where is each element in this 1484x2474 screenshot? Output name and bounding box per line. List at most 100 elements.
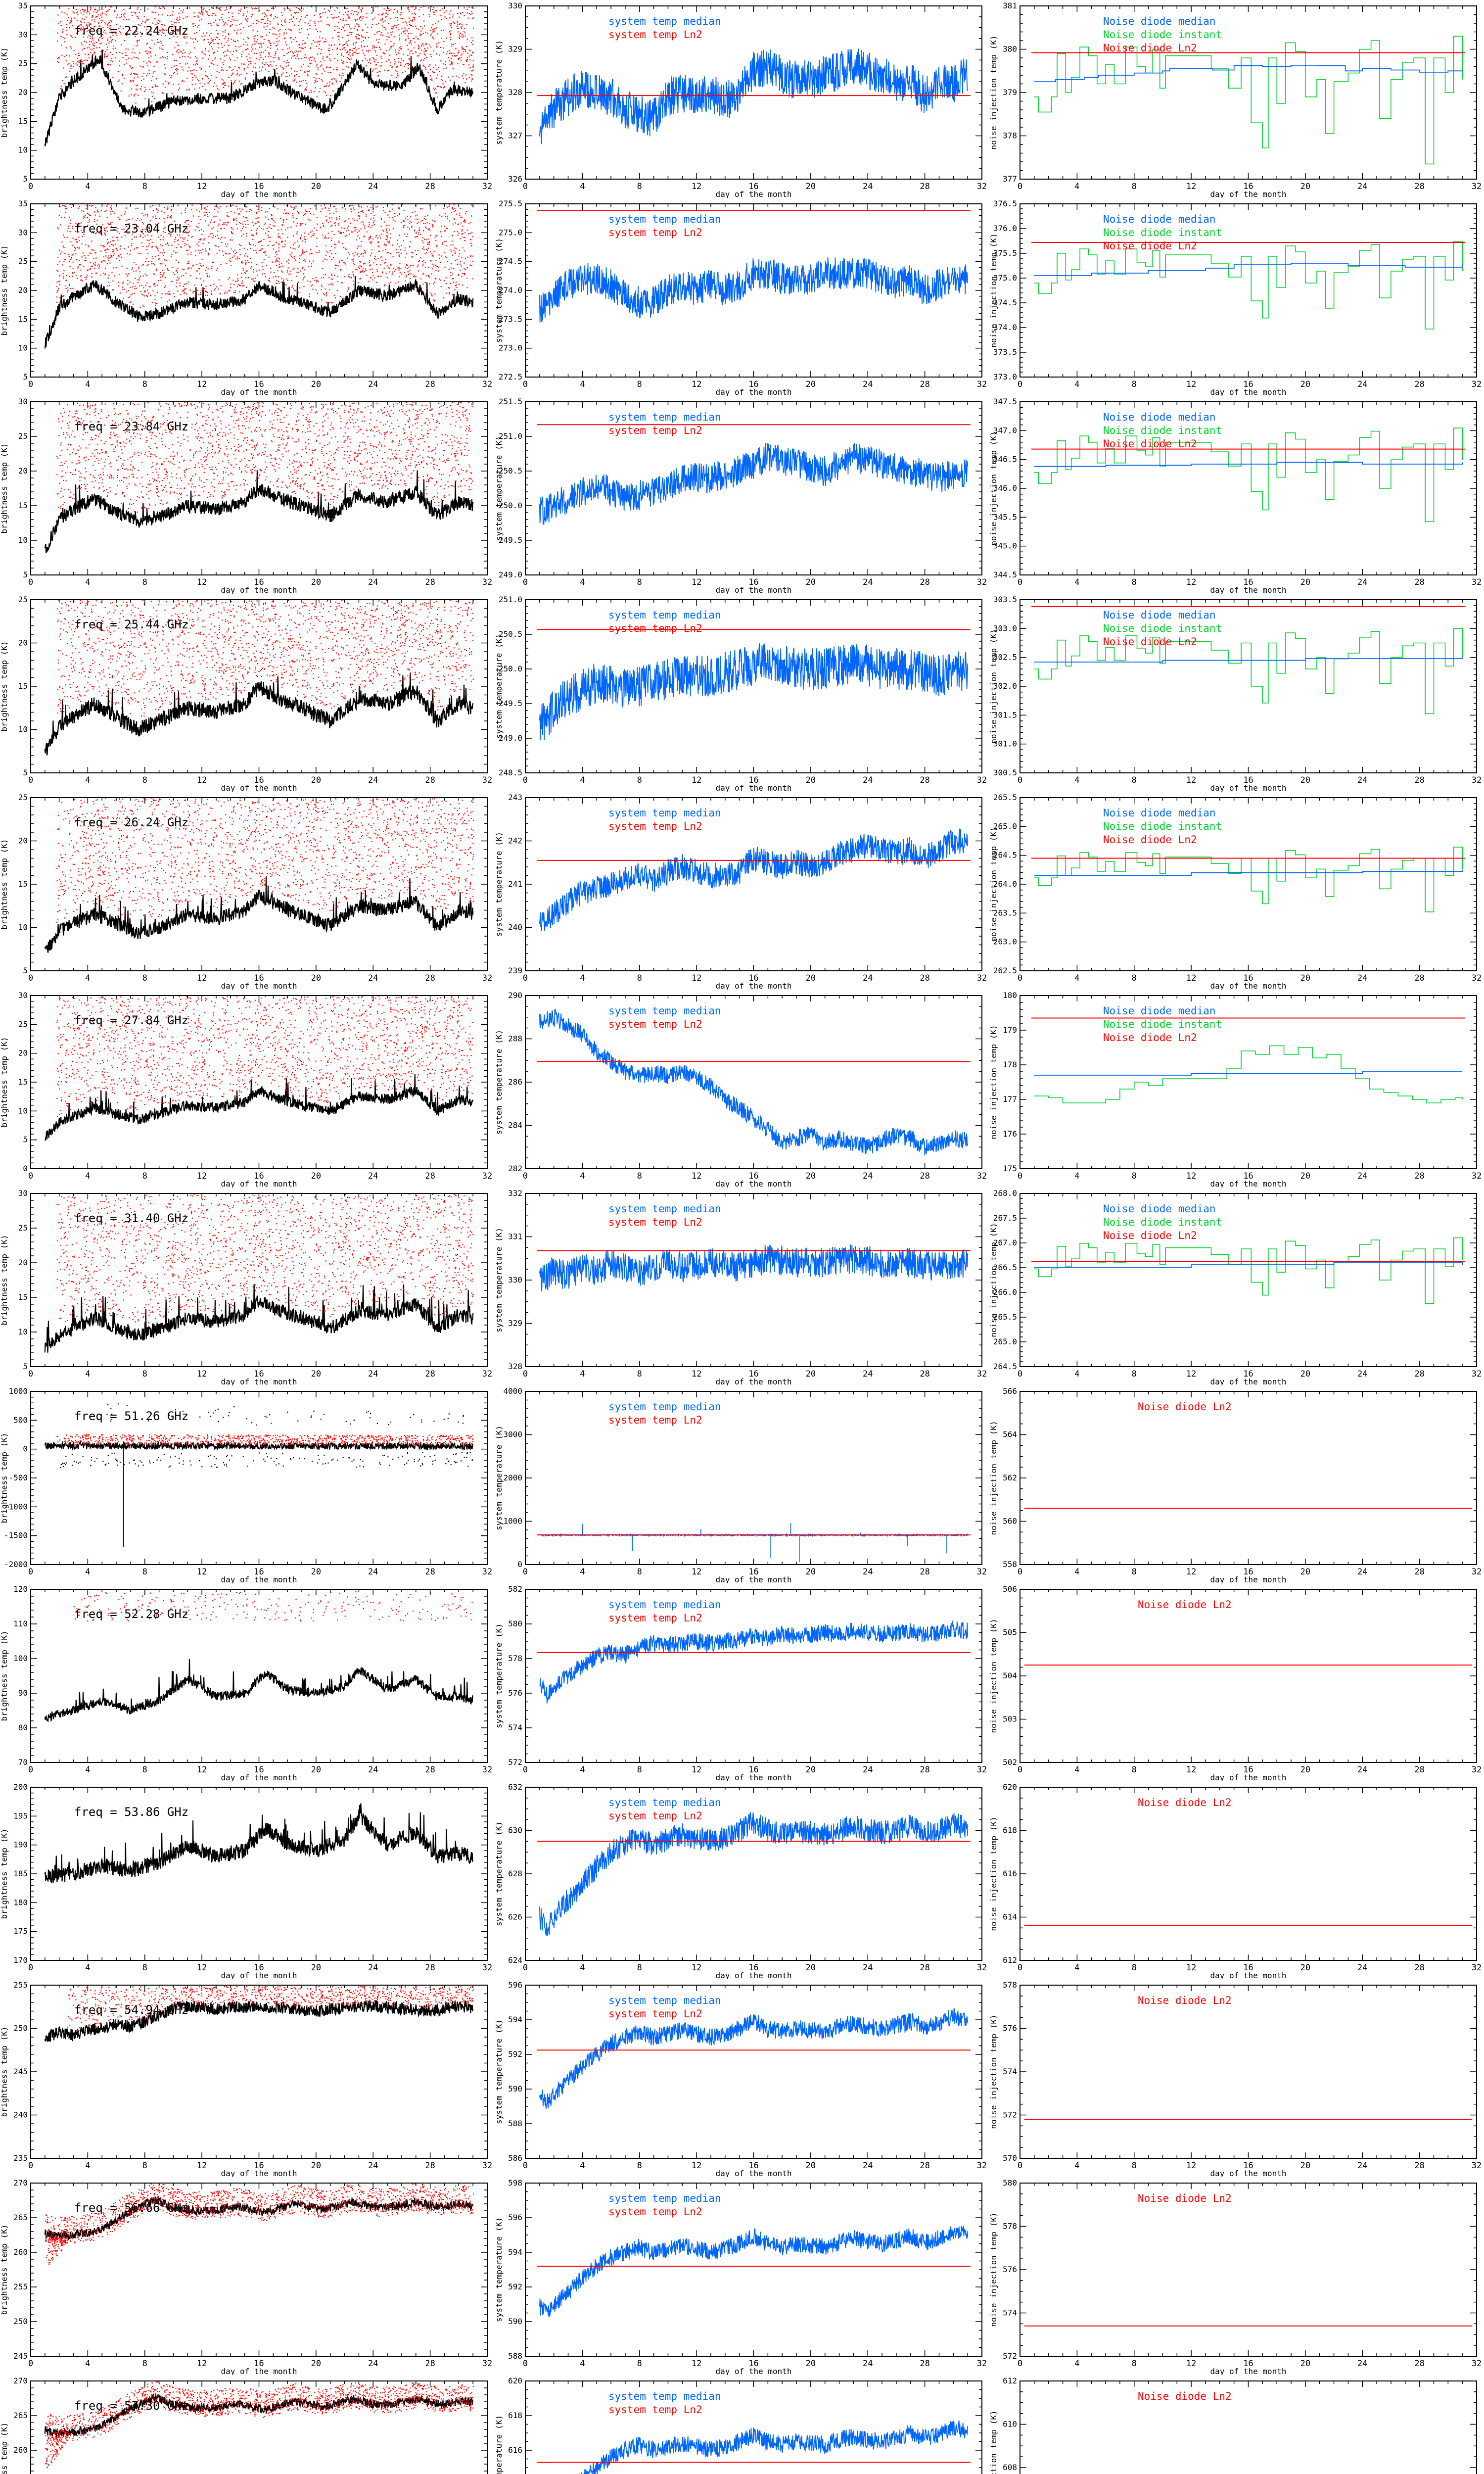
y-tick-label: 588 <box>508 2119 522 2128</box>
noisy-series <box>539 828 969 931</box>
y-tick-label: 614 <box>1003 1912 1017 1922</box>
tick-marks <box>1020 1787 1477 1961</box>
y-tick-label: 20 <box>18 285 28 295</box>
x-tick-label: 12 <box>197 1963 207 1973</box>
x-tick-label: 16 <box>254 182 264 191</box>
y-tick-label: 378 <box>1003 131 1017 141</box>
y-tick-label: 248.5 <box>499 768 522 777</box>
plot-row-53.86GHz: 0 4 8 12 16 20 24 28 32 170 175 180 185 190 195 200 day … <box>0 1781 1484 1979</box>
x-axis-label: day of the month <box>1210 1971 1286 1979</box>
x-tick-label: 4 <box>580 1369 585 1379</box>
x-tick-label: 4 <box>1074 1171 1079 1181</box>
x-tick-label: 32 <box>482 775 492 785</box>
x-tick-label: 24 <box>1357 775 1367 785</box>
plot-row-23.04GHz: 0 4 8 12 16 20 24 28 32 5 10 15 20 25 30 35 day of the m… <box>0 198 1484 396</box>
step-series <box>1034 628 1463 714</box>
y-axis-label: system temperature (K) <box>495 1623 504 1728</box>
x-tick-label: 28 <box>425 1963 435 1973</box>
y-axis-label: system temperature (K) <box>495 1228 504 1332</box>
x-tick-label: 4 <box>1074 973 1079 983</box>
panel-title: freq = 54.94 GHz <box>74 2003 188 2017</box>
x-tick-label: 4 <box>580 1963 585 1973</box>
tick-marks <box>525 203 982 378</box>
x-tick-label: 8 <box>1132 1369 1137 1379</box>
x-tick-label: 16 <box>1243 1567 1253 1577</box>
y-tick-label: 249.5 <box>499 699 522 708</box>
tick-marks <box>525 401 982 575</box>
y-tick-label: 618 <box>508 2411 522 2420</box>
x-tick-label: 24 <box>863 973 873 983</box>
y-axis-label: noise injection temp (K) <box>989 629 998 743</box>
legend-item: Noise diode Ln2 <box>1103 42 1197 54</box>
y-tick-label: 375.5 <box>993 248 1017 258</box>
x-tick-label: 16 <box>1243 2359 1253 2369</box>
y-tick-label: 288 <box>508 1034 522 1044</box>
y-tick-label: 175 <box>1003 1164 1017 1173</box>
x-tick-label: 8 <box>1132 1963 1137 1973</box>
plot-row-26.24GHz: 0 4 8 12 16 20 24 28 32 5 10 15 20 25 day of the month… <box>0 792 1484 990</box>
x-tick-label: 20 <box>311 380 321 389</box>
x-tick-label: 8 <box>142 1567 147 1577</box>
panel-system-temp-23.84GHz: 0 4 8 12 16 20 24 28 32 249.0 249.5 250.0 250.5 251.0… <box>495 397 987 594</box>
x-tick-label: 28 <box>425 1567 435 1577</box>
scatter-series <box>56 1434 474 1446</box>
x-tick-label: 28 <box>425 2359 435 2369</box>
y-tick-label: 25 <box>18 59 28 68</box>
noisy-series <box>44 673 474 756</box>
x-tick-label: 12 <box>1186 973 1196 983</box>
panel-title: freq = 31.40 GHz <box>74 1211 188 1225</box>
x-tick-label: 20 <box>311 1369 321 1379</box>
x-tick-label: 0 <box>1018 2359 1022 2369</box>
y-tick-label: 250.0 <box>499 501 522 510</box>
x-tick-label: 12 <box>197 182 207 191</box>
x-tick-label: 16 <box>254 1567 264 1577</box>
x-tick-label: 28 <box>1414 2161 1424 2171</box>
tick-marks <box>1020 1589 1477 1763</box>
y-tick-label: 578 <box>508 1654 522 1663</box>
panel-title: freq = 23.04 GHz <box>74 222 188 236</box>
y-tick-label: 263.5 <box>993 908 1017 917</box>
legend-item: system temp Ln2 <box>608 1612 702 1624</box>
legend-item: Noise diode Ln2 <box>1103 1032 1197 1044</box>
x-tick-label: 32 <box>977 775 987 785</box>
noisy-series <box>44 1803 474 1883</box>
legend-item: Noise diode instant <box>1103 622 1222 634</box>
y-tick-label: 243 <box>508 793 522 802</box>
y-tick-label: 10 <box>18 1106 28 1115</box>
x-tick-label: 28 <box>1414 973 1424 983</box>
x-tick-label: 24 <box>863 1567 873 1577</box>
x-tick-label: 28 <box>425 182 435 191</box>
y-tick-label: 574 <box>508 1723 522 1732</box>
x-tick-label: 12 <box>1186 182 1196 191</box>
tick-marks <box>1020 797 1477 971</box>
y-tick-label: 592 <box>508 2049 522 2059</box>
x-tick-label: 24 <box>1357 1171 1367 1181</box>
y-tick-label: 272.5 <box>499 372 522 381</box>
y-tick-label: 273.0 <box>499 343 522 353</box>
y-axis-label: system temperature (K) <box>495 2217 504 2322</box>
noisy-series <box>44 1440 474 1451</box>
y-tick-label: 327 <box>508 131 522 141</box>
x-tick-label: 0 <box>523 1765 528 1775</box>
step-series <box>1034 263 1463 276</box>
x-tick-label: 0 <box>1018 1963 1022 1973</box>
x-tick-label: 24 <box>1357 380 1367 389</box>
y-axis-label: noise injection temp (K) <box>989 35 998 149</box>
y-tick-label: 250 <box>13 2317 28 2326</box>
y-tick-label: 588 <box>508 2351 522 2361</box>
y-tick-label: 586 <box>508 2153 522 2163</box>
y-axis-label: system temperature (K) <box>495 238 504 343</box>
y-tick-label: 20 <box>18 1258 28 1267</box>
x-tick-label: 28 <box>1414 2359 1424 2369</box>
y-tick-label: 25 <box>18 431 28 441</box>
tick-marks <box>30 5 488 180</box>
tick-marks <box>1020 401 1477 575</box>
plot-frame <box>1020 401 1477 575</box>
x-tick-label: 32 <box>482 1567 492 1577</box>
x-tick-label: 8 <box>142 973 147 983</box>
x-tick-label: 24 <box>863 182 873 191</box>
x-tick-label: 20 <box>806 380 816 389</box>
x-tick-label: 4 <box>580 1765 585 1775</box>
plot-frame <box>1020 995 1477 1169</box>
